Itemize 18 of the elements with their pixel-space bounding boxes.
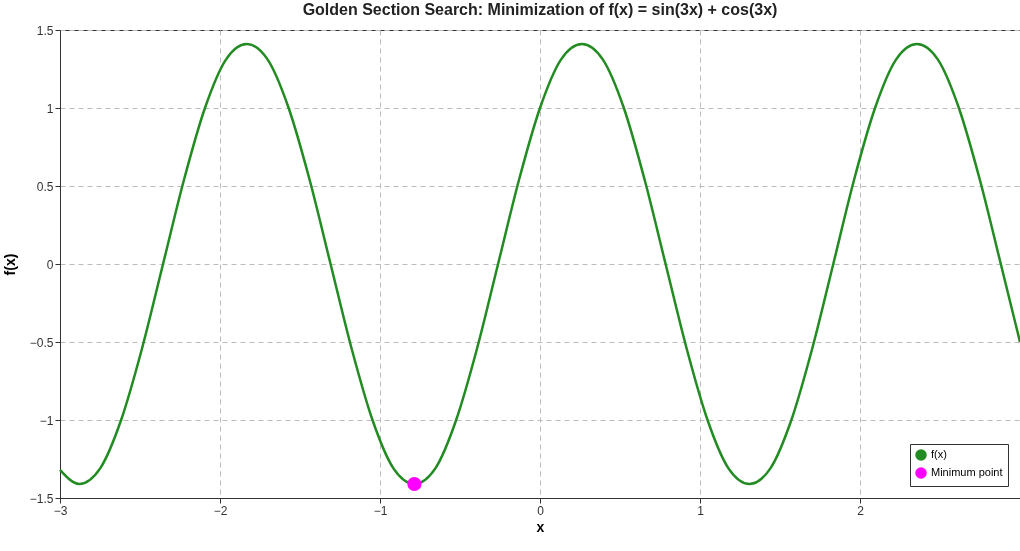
y-tick-label: 0	[46, 257, 54, 272]
chart-title: Golden Section Search: Minimization of f(x) = sin(3x) + cos(3x)	[302, 1, 778, 18]
y-tick-label: 1	[46, 101, 54, 116]
x-axis-title: x	[536, 518, 545, 535]
x-tick-label: 1	[697, 503, 705, 518]
legend-label: Minimum point	[931, 466, 1003, 478]
y-tick-label: 1.5	[36, 23, 54, 38]
x-tick-label: −1	[373, 503, 388, 518]
y-tick-label: −1.5	[29, 491, 54, 506]
y-axis-title: f(x)	[1, 253, 18, 276]
y-tick-label: −0.5	[29, 335, 54, 350]
y-tick-label: −1	[39, 413, 54, 428]
x-tick-label: 0	[537, 503, 545, 518]
x-tick-label: 2	[857, 503, 865, 518]
legend-label: f(x)	[931, 448, 947, 460]
x-tick-label: −3	[53, 503, 68, 518]
y-tick-label: 0.5	[36, 179, 54, 194]
x-tick-label: −2	[213, 503, 228, 518]
